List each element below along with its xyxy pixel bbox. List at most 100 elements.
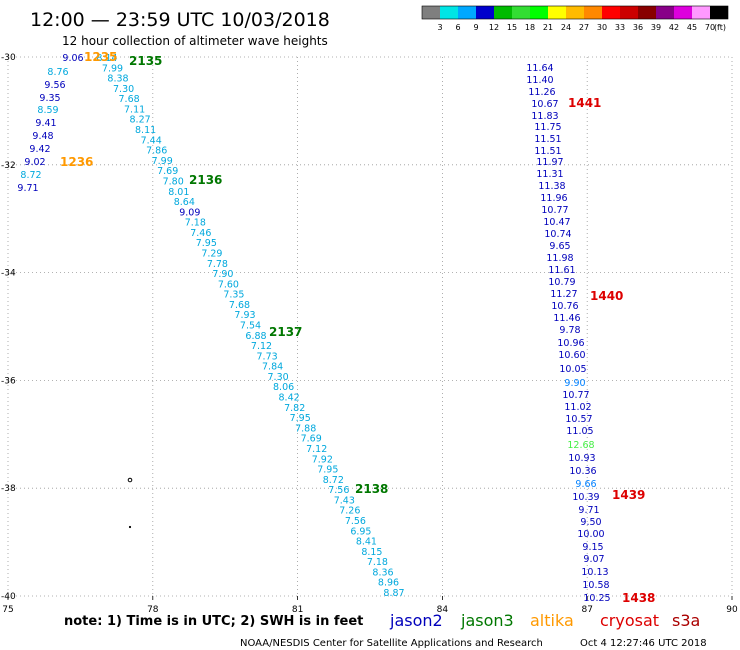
swh-value: 11.02 — [564, 402, 591, 413]
swh-value: 8.72 — [323, 475, 344, 486]
swh-value: 8.11 — [135, 125, 156, 136]
swh-value: 10.57 — [565, 414, 592, 425]
swh-value: 7.56 — [345, 516, 366, 527]
swh-value: 10.76 — [551, 301, 578, 312]
map-axes: 75 78 81 84 87 90 -30 -32 -34 -36 -38 -40 — [1, 53, 738, 615]
legend-altika: altika — [530, 611, 574, 630]
swh-value: 7.68 — [229, 300, 250, 311]
swh-value: 10.96 — [557, 338, 584, 349]
colorbar-swatch — [674, 6, 692, 19]
colorbar-label: 33 — [615, 23, 625, 32]
colorbar-swatch — [620, 6, 638, 19]
swh-value: 7.69 — [157, 166, 178, 177]
swh-value: 7.68 — [119, 94, 140, 105]
swh-value: 9.48 — [32, 131, 53, 142]
colorbar-swatch — [530, 6, 548, 19]
swh-value: 10.93 — [568, 453, 595, 464]
swh-value: 11.51 — [534, 146, 561, 157]
colorbar-label: 42 — [669, 23, 679, 32]
swh-value: 10.60 — [558, 350, 585, 361]
swh-value: 6.95 — [350, 526, 371, 537]
swh-value: 9.71 — [578, 505, 599, 516]
swh-value: 11.27 — [550, 289, 577, 300]
swh-value: 11.64 — [526, 63, 553, 74]
swh-value: 8.38 — [107, 74, 128, 85]
x-tick-label: 81 — [292, 605, 303, 615]
swh-value: 8.15 — [361, 547, 382, 558]
colorbar-label: 12 — [489, 23, 499, 32]
swh-value: 7.99 — [102, 63, 123, 74]
swh-value: 12.68 — [567, 440, 594, 451]
satellite-legend: jason2 jason3 altika cryosat s3a — [389, 611, 700, 630]
swh-value: 11.05 — [566, 426, 593, 437]
swh-value: 7.18 — [185, 218, 206, 229]
colorbar-swatch — [440, 6, 458, 19]
swh-value: 11.26 — [528, 87, 555, 98]
colorbar-label: 15 — [507, 23, 517, 32]
colorbar-swatch — [476, 6, 494, 19]
swh-value: 7.18 — [367, 557, 388, 568]
colorbar-swatch — [422, 6, 440, 19]
swh-value: 8.36 — [372, 567, 393, 578]
colorbar-swatch — [602, 6, 620, 19]
swh-value: 9.90 — [564, 378, 585, 389]
swh-value: 7.26 — [339, 506, 360, 517]
swh-value: 10.77 — [562, 390, 589, 401]
swh-value: 9.50 — [580, 517, 601, 528]
swh-value: 7.56 — [328, 485, 349, 496]
swh-value: 7.82 — [284, 403, 305, 414]
swh-value: 7.30 — [113, 84, 134, 95]
page-subtitle: 12 hour collection of altimeter wave hei… — [62, 34, 328, 48]
colorbar-swatch — [656, 6, 674, 19]
swh-value: 10.79 — [548, 277, 575, 288]
swh-value: 11.46 — [553, 313, 580, 324]
swh-value: 9.09 — [179, 207, 200, 218]
colorbar-label: 45 — [687, 23, 697, 32]
swh-value: 8.41 — [356, 537, 377, 548]
swh-value: 10.39 — [572, 492, 599, 503]
swh-value: 9.66 — [575, 479, 596, 490]
colorbar-swatch — [584, 6, 602, 19]
swh-value: 11.31 — [536, 169, 563, 180]
x-tick-label: 78 — [147, 605, 159, 615]
swh-value: 9.02 — [24, 157, 45, 168]
colorbar-swatch — [566, 6, 584, 19]
swh-value: 9.41 — [35, 118, 56, 129]
pass-number-label: 2136 — [189, 173, 222, 187]
swh-value: 8.42 — [279, 393, 300, 404]
swh-value: 7.54 — [240, 321, 261, 332]
swh-value: 10.47 — [543, 217, 570, 228]
colorbar-swatch — [638, 6, 656, 19]
swh-value: 7.30 — [268, 372, 289, 383]
swh-value: 8.76 — [47, 67, 68, 78]
swh-value: 7.12 — [251, 341, 272, 352]
swh-value: 11.40 — [526, 75, 553, 86]
swh-value: 10.58 — [582, 580, 609, 591]
swh-value: 7.88 — [295, 423, 316, 434]
swh-value: 8.27 — [130, 115, 151, 126]
swh-value: 7.29 — [201, 249, 222, 260]
colorbar-legend: 3 6 9 12 15 18 21 24 27 30 33 36 39 42 45 70(ft) — [421, 5, 729, 32]
swh-value: 11.38 — [538, 181, 565, 192]
swh-value: 7.93 — [234, 310, 255, 321]
island-marker — [128, 525, 132, 529]
colorbar-label: 18 — [525, 23, 535, 32]
swh-value: 8.59 — [37, 105, 58, 116]
legend-jason3: jason3 — [460, 611, 514, 630]
y-tick-label: -40 — [1, 592, 16, 602]
pass-number-label: 1235 — [84, 50, 117, 64]
colorbar-frame — [421, 5, 729, 20]
swh-value: 9.35 — [39, 93, 60, 104]
colorbar-label: 24 — [561, 23, 571, 32]
colorbar-swatch — [548, 6, 566, 19]
y-tick-label: -32 — [1, 161, 16, 171]
swh-value: 9.07 — [583, 554, 604, 565]
colorbar-swatch — [494, 6, 512, 19]
x-tick-label: 84 — [437, 605, 449, 615]
x-tick-label: 75 — [2, 605, 13, 615]
swh-value: 10.25 — [583, 593, 610, 604]
swh-value: 8.72 — [20, 170, 41, 181]
footnote: note: 1) Time is in UTC; 2) SWH is in fe… — [64, 614, 363, 629]
swh-value: 9.15 — [582, 542, 603, 553]
pass-number-label: 2138 — [355, 482, 388, 496]
